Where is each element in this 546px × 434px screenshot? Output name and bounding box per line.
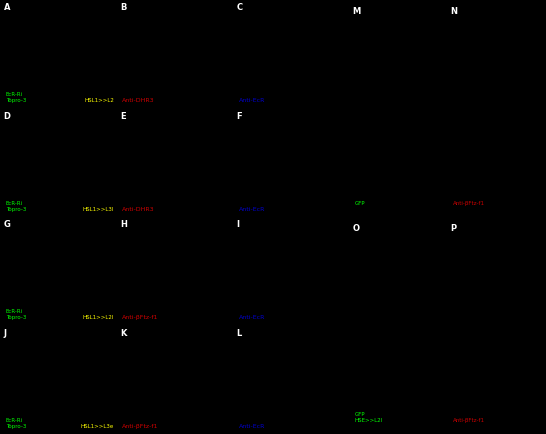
Text: Anti-EcR: Anti-EcR <box>239 315 265 320</box>
Text: GFP
HSE>>L2l: GFP HSE>>L2l <box>354 412 383 423</box>
Text: HSL1>>L2: HSL1>>L2 <box>84 98 114 103</box>
Text: n=8: n=8 <box>523 185 538 194</box>
Text: EcR-Ri
Topro-3: EcR-Ri Topro-3 <box>6 201 26 211</box>
Y-axis label: Variations of βFtz-f1 expression
in DHR3 mutant clones (%): Variations of βFtz-f1 expression in DHR3… <box>262 252 282 373</box>
Text: ++: ++ <box>439 168 455 178</box>
Text: EcR-Ri
Topro-3: EcR-Ri Topro-3 <box>6 418 26 429</box>
Text: L: L <box>236 329 242 338</box>
Text: I: I <box>236 220 240 229</box>
Text: n=8: n=8 <box>511 188 527 197</box>
Bar <box>358 200 384 425</box>
Text: HSL1>>L3e: HSL1>>L3e <box>81 424 114 429</box>
Text: -: - <box>361 168 365 178</box>
Bar <box>432 200 458 351</box>
Text: Anti-DHR3: Anti-DHR3 <box>122 207 155 211</box>
Text: Anti-βFtz-f1: Anti-βFtz-f1 <box>122 424 159 429</box>
Bar <box>469 200 495 414</box>
Text: n=15: n=15 <box>472 188 492 197</box>
Text: C: C <box>236 3 242 12</box>
Text: n=32: n=32 <box>436 185 458 194</box>
Text: Anti-EcR: Anti-EcR <box>239 98 265 103</box>
Text: Q: Q <box>250 98 260 111</box>
Text: F: F <box>236 112 242 121</box>
Text: EcR-Ri
Topro-3: EcR-Ri Topro-3 <box>6 92 26 103</box>
Legend: No effect, Decrease: No effect, Decrease <box>482 108 534 135</box>
Text: H: H <box>120 220 127 229</box>
Text: Anti-βFtz-f1: Anti-βFtz-f1 <box>122 315 159 320</box>
Text: ++: ++ <box>437 132 453 141</box>
Bar <box>432 351 458 425</box>
Bar <box>395 200 421 240</box>
Text: n=41: n=41 <box>395 185 416 194</box>
Text: O: O <box>352 224 359 233</box>
Text: B: B <box>120 3 126 12</box>
Text: G: G <box>3 220 10 229</box>
Text: +: + <box>488 132 495 141</box>
Text: Anti-EcR: Anti-EcR <box>239 424 265 429</box>
Text: n=41: n=41 <box>397 188 418 197</box>
Text: Anti-EcR: Anti-EcR <box>239 207 265 211</box>
Text: βFtz-f1
expression in
control cells: βFtz-f1 expression in control cells <box>282 166 328 186</box>
Text: A: A <box>3 3 10 12</box>
Bar <box>506 200 532 425</box>
Text: Anti-βFtz-f1: Anti-βFtz-f1 <box>453 418 485 423</box>
Text: GFP: GFP <box>354 201 365 206</box>
Text: +++: +++ <box>393 168 417 178</box>
Text: HSL1>>L2l: HSL1>>L2l <box>83 315 114 320</box>
Text: n=15: n=15 <box>478 185 499 194</box>
Text: n=15: n=15 <box>360 188 381 197</box>
Bar <box>395 240 421 425</box>
Text: P: P <box>450 224 457 233</box>
Text: HSL1>>L3l: HSL1>>L3l <box>83 207 114 211</box>
Text: +++: +++ <box>387 132 411 141</box>
Text: J: J <box>3 329 7 338</box>
Text: -: - <box>350 132 354 141</box>
Text: EcR-Ri
Topro-3: EcR-Ri Topro-3 <box>6 309 26 320</box>
Text: K: K <box>120 329 126 338</box>
Text: Anti-βFtz-f1: Anti-βFtz-f1 <box>453 201 485 206</box>
Text: D: D <box>3 112 10 121</box>
Text: +-: +- <box>532 132 544 141</box>
Text: n=15: n=15 <box>353 185 374 194</box>
Text: +-: +- <box>524 168 537 178</box>
Text: Anti-DHR3: Anti-DHR3 <box>122 98 155 103</box>
Text: E: E <box>120 112 126 121</box>
Text: M: M <box>352 7 361 16</box>
Text: N: N <box>450 7 458 16</box>
Text: +: + <box>484 168 492 178</box>
Bar <box>469 414 495 425</box>
Text: n=32: n=32 <box>435 188 455 197</box>
